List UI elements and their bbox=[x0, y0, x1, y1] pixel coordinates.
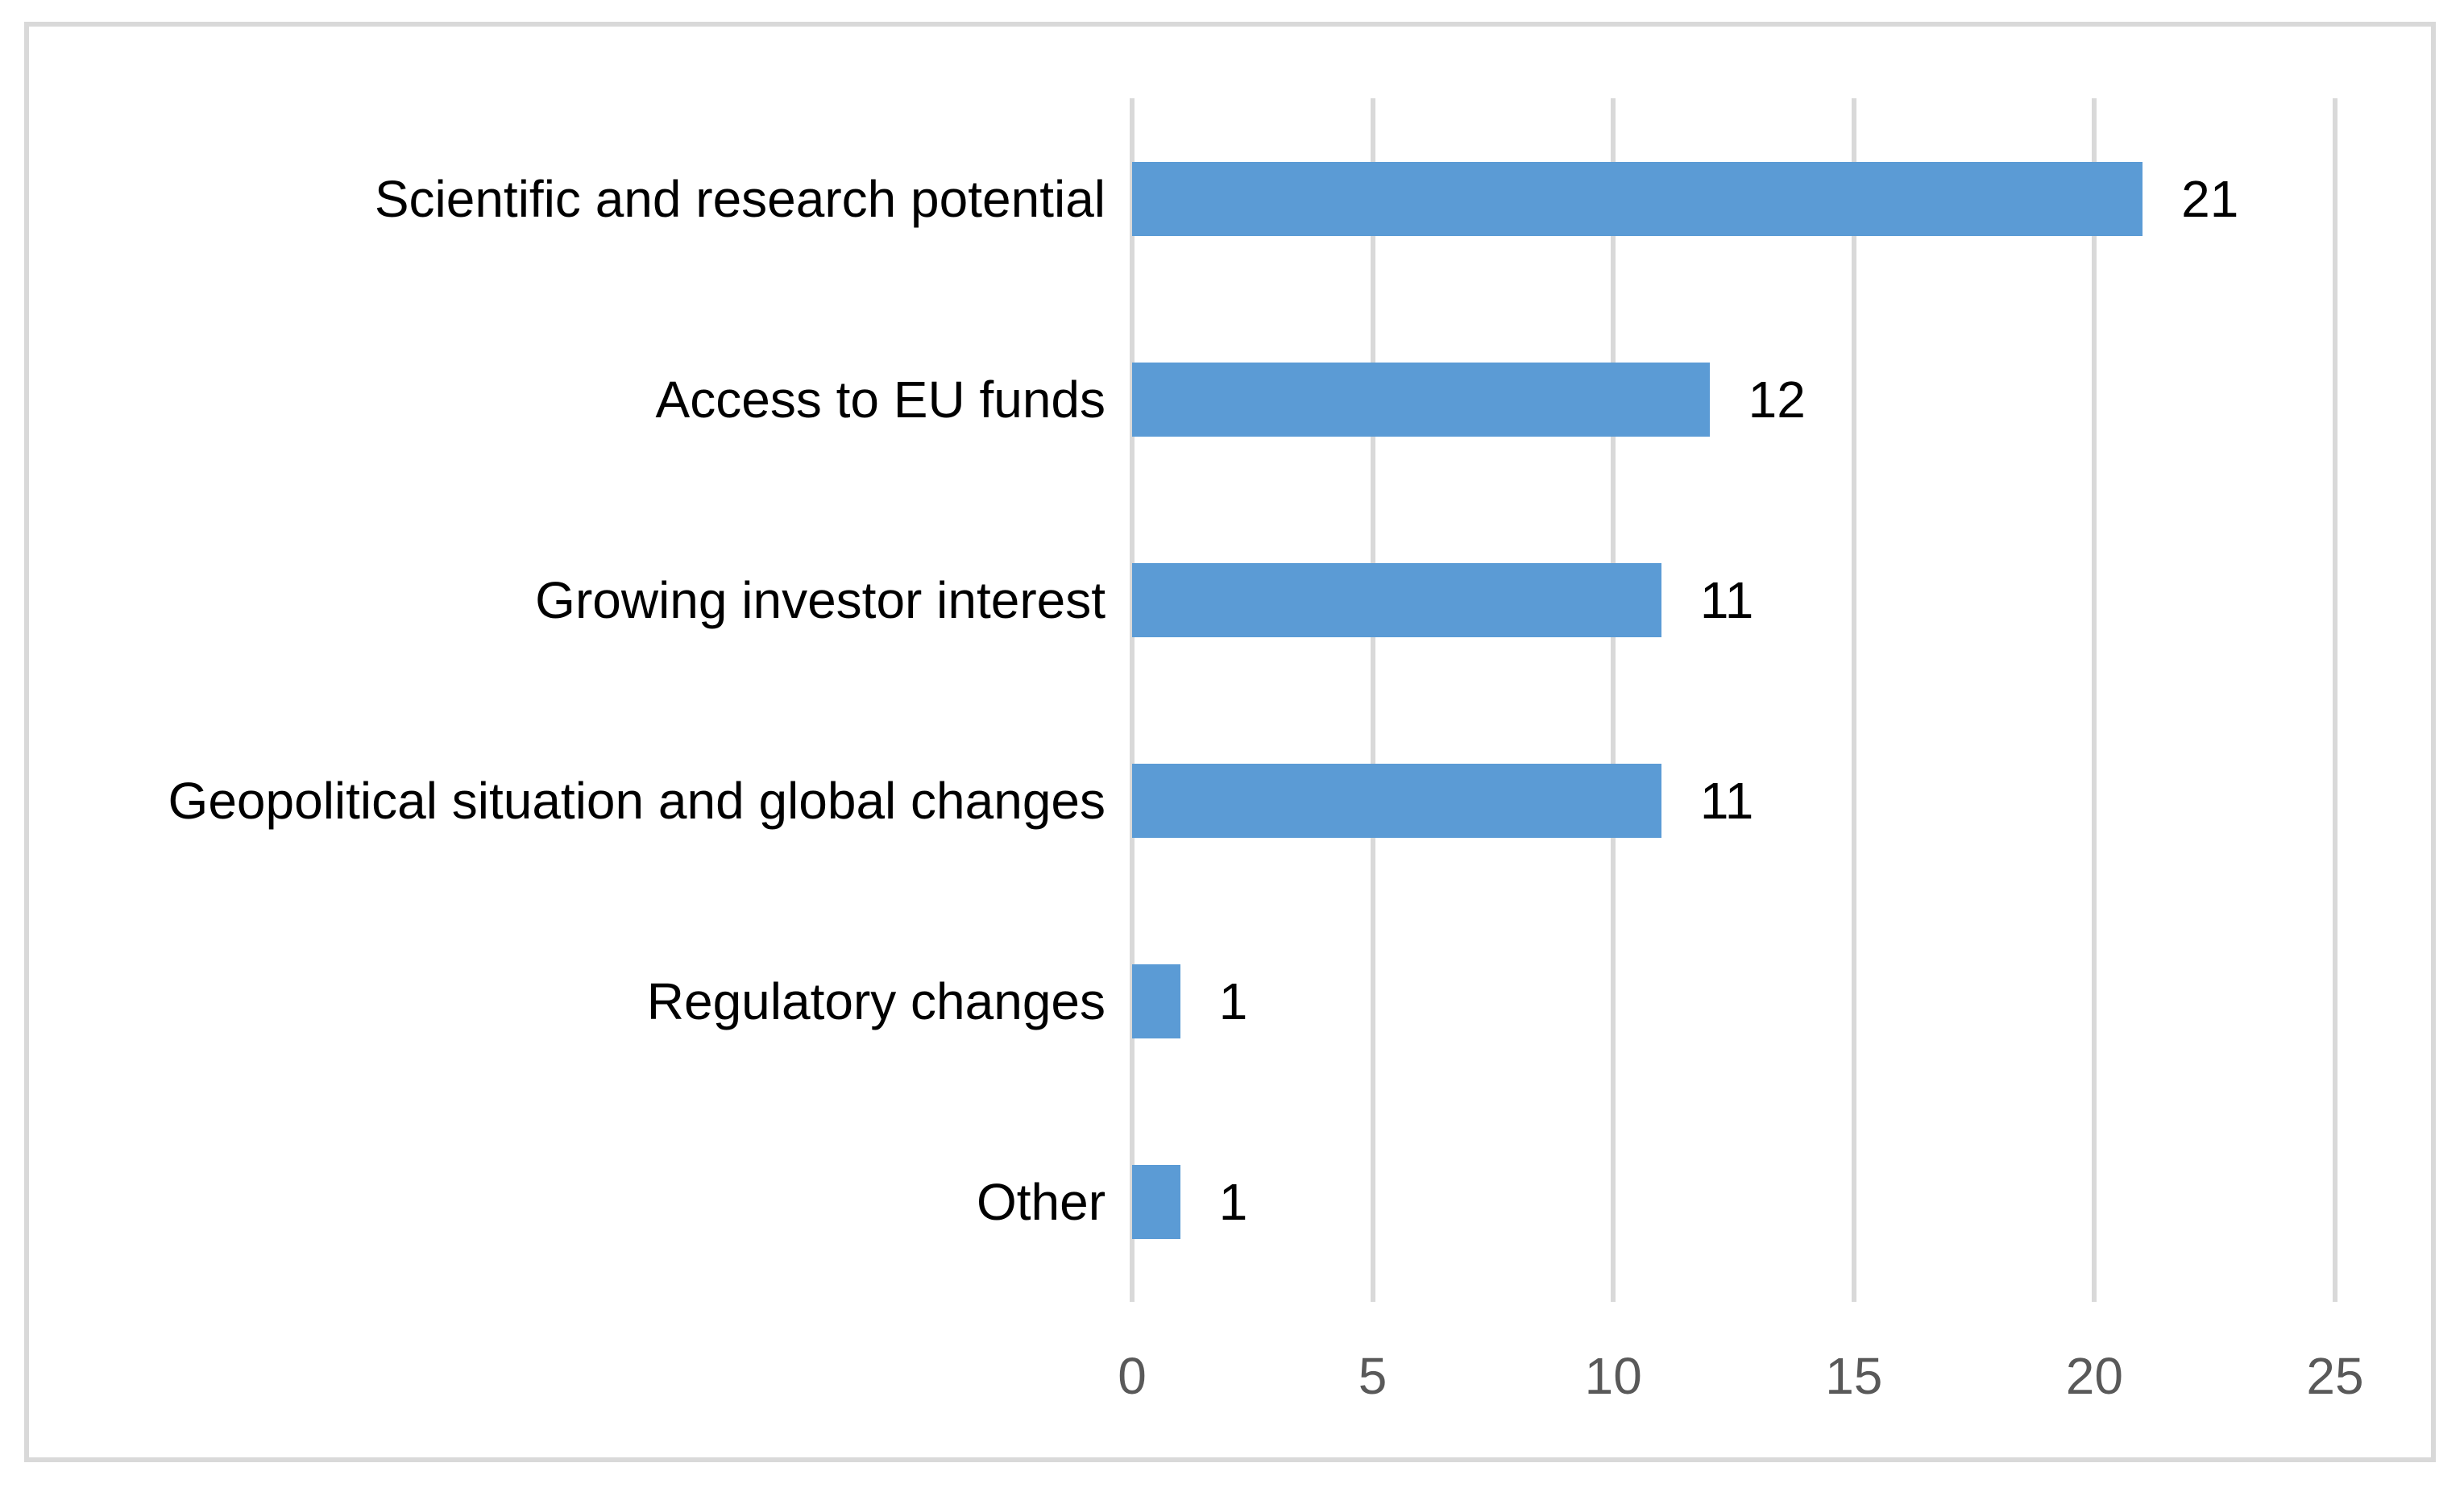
bar bbox=[1132, 1164, 1180, 1239]
value-label: 11 bbox=[1699, 570, 1754, 629]
gridline bbox=[1851, 98, 1856, 1302]
x-tick-label: 15 bbox=[1825, 1347, 1883, 1405]
gridline bbox=[2092, 98, 2097, 1302]
category-label: Scientific and research potential bbox=[374, 169, 1105, 228]
bar bbox=[1132, 161, 2143, 236]
bar bbox=[1132, 964, 1180, 1038]
x-tick-label: 10 bbox=[1584, 1347, 1642, 1405]
category-label: Geopolitical situation and global change… bbox=[168, 771, 1105, 830]
x-tick-label: 20 bbox=[2065, 1347, 2123, 1405]
gridline bbox=[1130, 98, 1135, 1302]
category-label: Access to EU funds bbox=[655, 370, 1105, 429]
x-tick-label: 0 bbox=[1118, 1347, 1147, 1405]
bar bbox=[1132, 362, 1710, 437]
category-label: Regulatory changes bbox=[646, 972, 1105, 1030]
bar bbox=[1132, 763, 1661, 838]
gridline bbox=[2333, 98, 2337, 1302]
category-label: Growing investor interest bbox=[535, 570, 1105, 629]
x-tick-label: 5 bbox=[1358, 1347, 1388, 1405]
x-tick-label: 25 bbox=[2306, 1347, 2364, 1405]
value-label: 1 bbox=[1218, 1172, 1248, 1231]
bar bbox=[1132, 562, 1661, 637]
value-label: 11 bbox=[1699, 771, 1754, 830]
gridline bbox=[1370, 98, 1375, 1302]
gridline bbox=[1611, 98, 1616, 1302]
value-label: 21 bbox=[2181, 169, 2239, 228]
value-label: 12 bbox=[1748, 370, 1806, 429]
category-label: Other bbox=[976, 1172, 1105, 1231]
value-label: 1 bbox=[1218, 972, 1248, 1030]
chart-border bbox=[24, 22, 2436, 1462]
